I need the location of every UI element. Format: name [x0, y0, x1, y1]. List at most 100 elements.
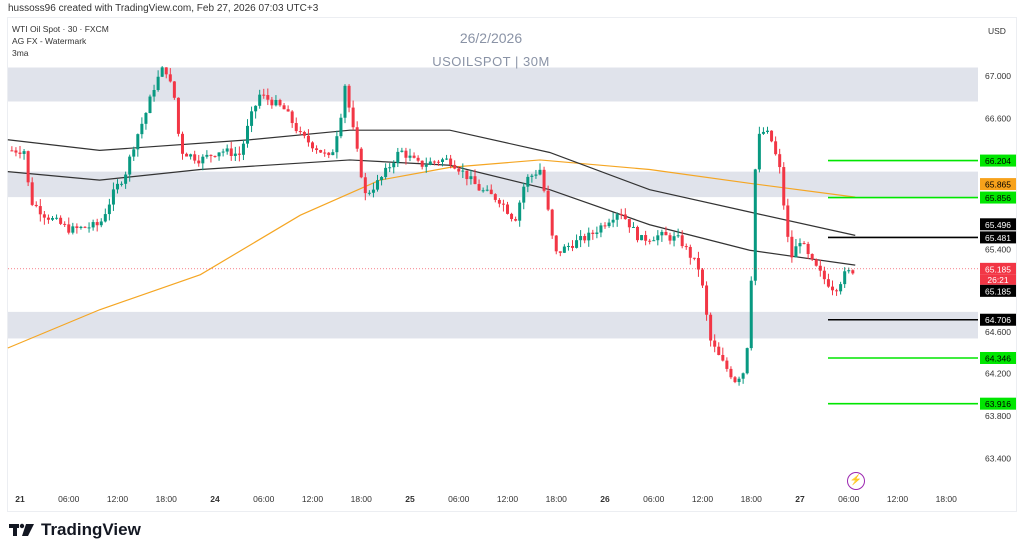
candle-body — [534, 174, 538, 176]
candle-body — [258, 94, 262, 106]
candle-body — [701, 269, 704, 286]
x-axis-tick-label: 24 — [210, 494, 220, 504]
candle-body — [392, 163, 396, 168]
y-axis-tick-label: 66.600 — [985, 114, 1011, 124]
candle-body — [469, 176, 473, 180]
candle-body — [684, 246, 688, 248]
candle-body — [810, 254, 814, 260]
candle-body — [351, 107, 355, 128]
x-axis-tick-label: 06:00 — [838, 494, 860, 504]
x-axis-tick-label: 06:00 — [253, 494, 275, 504]
candle-body — [408, 155, 412, 158]
candle-body — [497, 199, 501, 204]
candle-body — [103, 214, 107, 222]
candle-body — [367, 192, 371, 194]
chart-frame[interactable] — [7, 17, 1017, 512]
candle-body — [152, 90, 156, 97]
lightning-icon[interactable]: ⚡ — [847, 472, 865, 490]
y-axis-tick-label: 63.800 — [985, 411, 1011, 421]
candle-body — [802, 243, 806, 245]
candle-body — [237, 153, 241, 155]
price-level-tag — [980, 154, 1016, 167]
price-level-tag — [980, 231, 1016, 244]
candle-body — [510, 213, 514, 220]
candle-body — [757, 133, 761, 170]
candle-body — [749, 280, 753, 349]
candle-body — [717, 346, 721, 355]
candle-body — [481, 190, 485, 192]
candle-body — [71, 226, 75, 233]
candle-body — [766, 130, 769, 132]
candle-body — [526, 176, 530, 187]
candle-body — [737, 378, 741, 383]
x-axis-tick-label: 06:00 — [448, 494, 470, 504]
legend-indicator-3ma[interactable]: 3ma — [12, 48, 29, 58]
x-axis-tick-label: 12:00 — [107, 494, 129, 504]
candle-body — [371, 189, 375, 193]
candle-body — [818, 265, 822, 271]
candle-body — [660, 231, 664, 236]
candle-body — [579, 236, 583, 241]
prev-close-tag — [980, 284, 1016, 297]
candle-body — [745, 348, 749, 374]
price-level-tag — [980, 351, 1016, 364]
candle-body — [778, 154, 782, 168]
candle-body — [640, 235, 644, 241]
candle-body — [692, 257, 696, 259]
candle-body — [185, 153, 189, 157]
candle-body — [619, 214, 623, 216]
candle-body — [197, 160, 201, 164]
candle-body — [432, 161, 436, 163]
y-axis-tick-label: 64.200 — [985, 369, 1011, 379]
moving-average-line — [7, 129, 856, 236]
candle-body — [826, 279, 830, 287]
candle-body — [128, 156, 132, 175]
tradingview-logo-icon — [9, 523, 34, 536]
candle-body — [465, 170, 469, 180]
candle-body — [656, 235, 660, 241]
candle-body — [790, 236, 794, 258]
x-axis-tick-label: 27 — [795, 494, 805, 504]
candle-body — [733, 377, 737, 383]
candle-body — [436, 161, 440, 163]
candle-body — [822, 270, 826, 280]
candle-body — [38, 206, 42, 215]
candle-body — [741, 373, 745, 379]
candle-body — [132, 149, 136, 157]
candle-body — [835, 290, 839, 292]
legend-symbol[interactable]: WTI Oil Spot · 30 · FXCM — [12, 24, 109, 34]
price-tag-label: 65.865 — [985, 180, 1011, 190]
currency-label[interactable]: USD — [988, 26, 1006, 36]
candle-body — [583, 236, 587, 241]
candle-body — [270, 99, 274, 106]
candle-body — [290, 111, 294, 124]
candle-body — [489, 189, 493, 195]
candle-body — [680, 235, 684, 247]
legend-indicator-watermark[interactable]: AG FX - Watermark — [12, 36, 87, 46]
price-level-label: 65.856 — [985, 193, 1011, 203]
candle-body — [798, 243, 802, 247]
price-level-label: 64.346 — [985, 353, 1011, 363]
candle-body — [831, 286, 834, 291]
candle-body — [241, 143, 245, 155]
price-level-label: 66.204 — [985, 156, 1011, 166]
candle-body — [530, 175, 534, 177]
candle-body — [176, 97, 180, 134]
candle-body — [713, 340, 717, 347]
candle-body — [477, 184, 481, 191]
candle-body — [648, 240, 652, 242]
x-axis-tick-label: 21 — [15, 494, 25, 504]
candle-body — [30, 182, 34, 205]
candle-body — [847, 270, 851, 272]
candle-body — [343, 85, 347, 118]
candle-body — [229, 148, 233, 156]
candle-body — [26, 151, 30, 183]
candle-body — [254, 105, 258, 112]
support-resistance-zone — [8, 67, 978, 102]
countdown-label: 26:21 — [987, 275, 1009, 285]
tradingview-logo: TradingView — [9, 520, 141, 540]
x-axis-tick-label: 26 — [600, 494, 610, 504]
candle-body — [591, 232, 595, 234]
candle-body — [95, 222, 99, 226]
